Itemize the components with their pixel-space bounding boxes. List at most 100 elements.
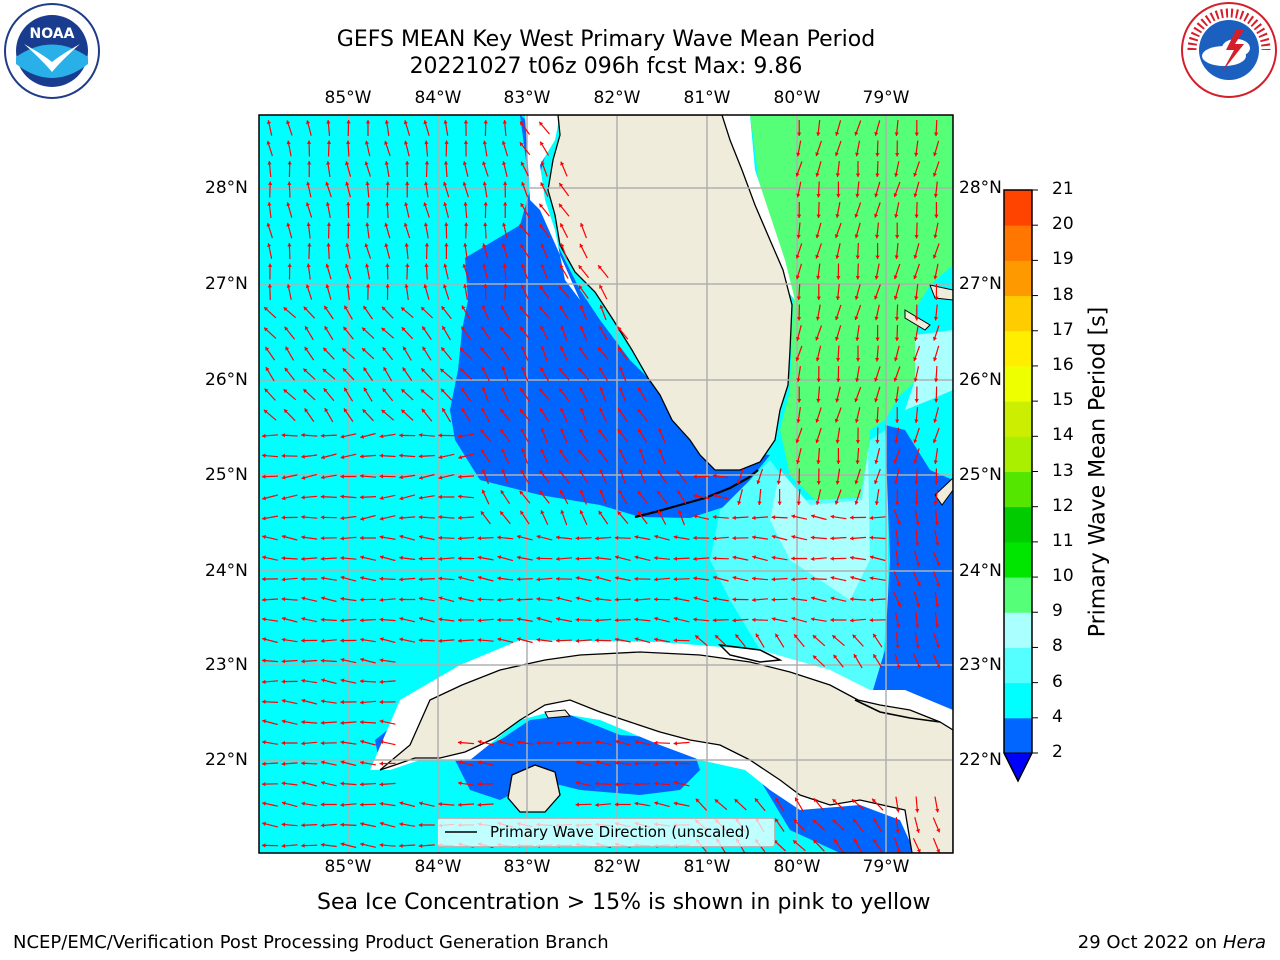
wave-direction-arrowhead [579, 305, 584, 310]
wave-direction-arrowhead [833, 654, 838, 659]
wave-direction-arrowhead [379, 576, 384, 581]
wave-direction-arrowhead [422, 326, 426, 331]
wave-direction-arrowhead [599, 305, 604, 309]
wave-direction-arrowhead [379, 516, 384, 521]
wave-direction-arrowhead [365, 181, 370, 186]
wave-direction-arrowhead [836, 358, 841, 362]
wave-direction-arrowhead [916, 664, 921, 669]
footer-right: 29 Oct 2022 on Hera [1078, 932, 1266, 953]
wave-direction-arrowhead [539, 203, 544, 208]
wave-direction-arrowhead [360, 802, 364, 807]
wave-direction-arrowhead [791, 596, 795, 601]
wave-direction-arrowhead [579, 489, 584, 494]
wave-direction-arrowhead [379, 555, 384, 560]
wave-direction-arrowhead [835, 214, 840, 218]
wave-direction-arrowhead [458, 575, 462, 580]
wave-direction-arrowhead [379, 719, 384, 724]
wave-direction-arrowhead [796, 317, 802, 321]
wave-direction-arrowhead [385, 181, 390, 185]
period-band-2-4-west [450, 115, 770, 518]
wave-direction-arrowhead [776, 480, 781, 485]
period-band-2-4-east [870, 425, 953, 720]
wave-direction-arrowhead [346, 202, 351, 206]
wave-direction-arrowhead [874, 480, 879, 484]
wave-direction-arrowhead [497, 739, 502, 744]
wave-direction-arrowhead [637, 408, 642, 413]
plot-title-line1: GEFS MEAN Key West Primary Wave Mean Per… [336, 27, 876, 52]
wave-direction-arrowhead [262, 740, 266, 745]
wave-direction-arrowhead [835, 296, 841, 300]
wave-direction-arrowhead [893, 295, 898, 300]
colorbar-band [1004, 225, 1032, 261]
wave-direction-arrowhead [875, 419, 880, 423]
wave-direction-arrowhead [379, 801, 384, 806]
wave-direction-arrowhead [712, 536, 717, 541]
wave-direction-arrowhead [732, 515, 736, 520]
wave-direction-arrowhead [874, 131, 879, 136]
wave-direction-arrowhead [536, 556, 540, 561]
wave-direction-arrowhead [654, 616, 658, 621]
wave-direction-arrowhead [836, 378, 841, 382]
wave-direction-arrowhead [438, 638, 442, 643]
wave-direction-arrowhead [914, 214, 919, 218]
wave-direction-arrowhead [595, 638, 599, 643]
wave-direction-arrowhead [404, 202, 409, 206]
wave-direction-arrowhead [695, 635, 700, 640]
wave-direction-arrowhead [816, 194, 821, 198]
wave-direction-arrowhead [654, 577, 658, 582]
wave-direction-arrowhead [913, 378, 918, 382]
wave-direction-arrowhead [810, 576, 815, 581]
wave-direction-arrowhead [599, 284, 603, 289]
wave-direction-arrowhead [464, 222, 469, 226]
wave-direction-arrowhead [399, 843, 403, 848]
wave-direction-arrowhead [815, 152, 820, 157]
wave-direction-arrowhead [442, 408, 446, 413]
cuba-land [379, 651, 953, 853]
wave-direction-arrowhead [443, 284, 448, 289]
wave-direction-arrowhead [932, 439, 937, 443]
wave-direction-arrowhead [262, 576, 266, 582]
wave-direction-arrowhead [379, 821, 384, 826]
wave-direction-arrowhead [520, 510, 524, 515]
wave-direction-arrowhead [914, 419, 919, 423]
wave-direction-arrowhead [382, 306, 386, 311]
wave-direction-arrowhead [463, 243, 468, 247]
wave-direction-arrowhead [399, 801, 404, 806]
wave-direction-arrowhead [816, 132, 821, 136]
wave-direction-arrowhead [360, 495, 364, 500]
wave-direction-arrowhead [556, 638, 560, 643]
wave-direction-arrowhead [326, 140, 332, 144]
lat-label-left: 26°N [205, 370, 248, 390]
wave-direction-arrowhead [832, 819, 837, 824]
wave-direction-arrowhead [932, 254, 937, 259]
lon-label-top: 79°W [862, 88, 910, 108]
wave-direction-arrowhead [893, 275, 898, 280]
wave-direction-arrowhead [360, 555, 364, 560]
colorbar-band [1004, 506, 1032, 543]
wave-direction-arrowhead [654, 781, 658, 786]
wave-direction-arrowhead [287, 181, 292, 185]
wave-direction-arrowhead [399, 453, 403, 458]
wave-direction-arrowhead [579, 510, 584, 515]
wave-direction-arrowhead [914, 399, 919, 403]
wave-direction-arrowhead [477, 618, 482, 623]
wave-direction-arrowhead [438, 475, 443, 480]
wave-direction-arrowhead [813, 839, 818, 844]
wave-direction-arrowhead [399, 555, 403, 560]
wave-direction-arrowhead [305, 326, 309, 331]
wave-direction-arrowhead [815, 357, 820, 362]
wave-direction-arrowhead [575, 576, 580, 581]
wave-direction-arrowhead [850, 575, 855, 580]
wave-direction-arrowhead [618, 347, 622, 351]
wave-direction-arrowhead [673, 556, 678, 561]
wave-direction-arrowhead [345, 243, 350, 247]
wave-direction-arrowhead [598, 265, 602, 270]
wave-direction-arrowhead [855, 440, 861, 444]
wave-direction-arrowhead [536, 596, 540, 602]
wave-direction-arrowhead [836, 276, 841, 280]
wave-direction-arrowhead [360, 474, 364, 479]
wave-direction-arrowhead [795, 357, 800, 361]
wave-direction-arrowhead [286, 202, 291, 207]
wave-direction-arrowhead [360, 454, 364, 459]
wave-direction-arrowhead [482, 140, 487, 145]
